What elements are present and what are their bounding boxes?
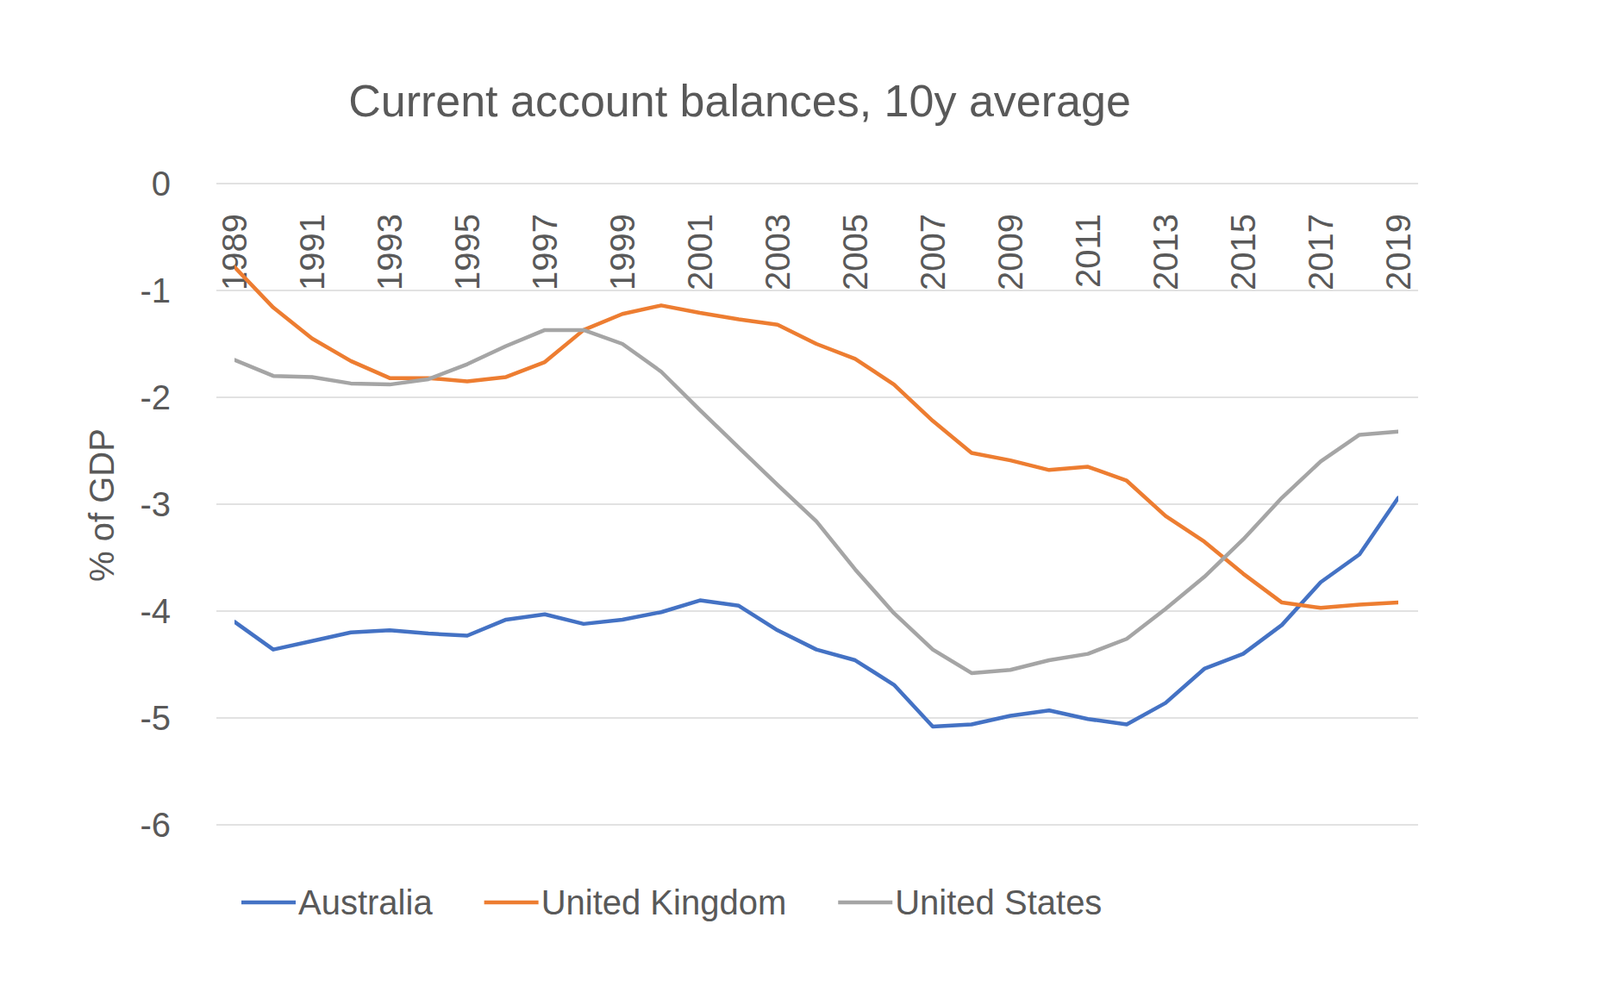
x-tick-label: 2007 bbox=[913, 213, 952, 291]
x-tick-label: 2019 bbox=[1379, 213, 1418, 291]
y-tick-label: -1 bbox=[139, 271, 171, 310]
y-tick-label: -6 bbox=[139, 806, 171, 844]
legend-swatch bbox=[484, 900, 539, 906]
x-tick-label: 1999 bbox=[603, 213, 642, 291]
grid-line bbox=[216, 824, 1419, 826]
grid-line bbox=[216, 182, 1419, 185]
series-line bbox=[234, 330, 1399, 674]
y-tick-label: -5 bbox=[139, 699, 171, 738]
x-tick-label: 1995 bbox=[448, 213, 487, 291]
chart: Current account balances, 10y average % o… bbox=[0, 0, 1600, 986]
x-tick-label: 2015 bbox=[1224, 213, 1263, 291]
grid-line bbox=[216, 396, 1419, 399]
y-tick-label: -4 bbox=[139, 592, 171, 631]
grid-line bbox=[216, 503, 1419, 506]
x-tick-label: 2001 bbox=[681, 213, 719, 291]
legend-label: United Kingdom bbox=[541, 883, 788, 922]
x-tick-label: 1993 bbox=[370, 213, 409, 291]
plot-area bbox=[234, 267, 1399, 727]
legend: Australia United Kingdom United States bbox=[241, 883, 1102, 922]
x-tick-label: 2011 bbox=[1068, 213, 1107, 288]
y-tick-label: -3 bbox=[139, 485, 171, 524]
x-tick-label: 1991 bbox=[293, 213, 332, 291]
x-tick-label: 2013 bbox=[1146, 213, 1185, 291]
x-tick-label: 2017 bbox=[1301, 213, 1340, 291]
y-axis-label: % of GDP bbox=[82, 428, 121, 582]
y-tick-label: -2 bbox=[139, 378, 171, 417]
x-tick-label: 1997 bbox=[525, 213, 564, 291]
x-tick-label: 2009 bbox=[991, 213, 1030, 291]
chart-root: Current account balances, 10y average % o… bbox=[0, 0, 1600, 986]
y-tick-label: 0 bbox=[151, 164, 171, 203]
legend-swatch bbox=[837, 900, 893, 906]
title: Current account balances, 10y average bbox=[348, 75, 1132, 126]
x-tick-label: 2003 bbox=[758, 213, 797, 291]
grid-line bbox=[216, 717, 1419, 719]
series-line bbox=[234, 498, 1399, 727]
legend-label: United States bbox=[894, 883, 1102, 922]
x-tick-label: 2005 bbox=[836, 213, 875, 291]
legend-swatch bbox=[241, 900, 296, 906]
legend-label: Australia bbox=[298, 883, 433, 922]
grid-line bbox=[216, 610, 1419, 613]
